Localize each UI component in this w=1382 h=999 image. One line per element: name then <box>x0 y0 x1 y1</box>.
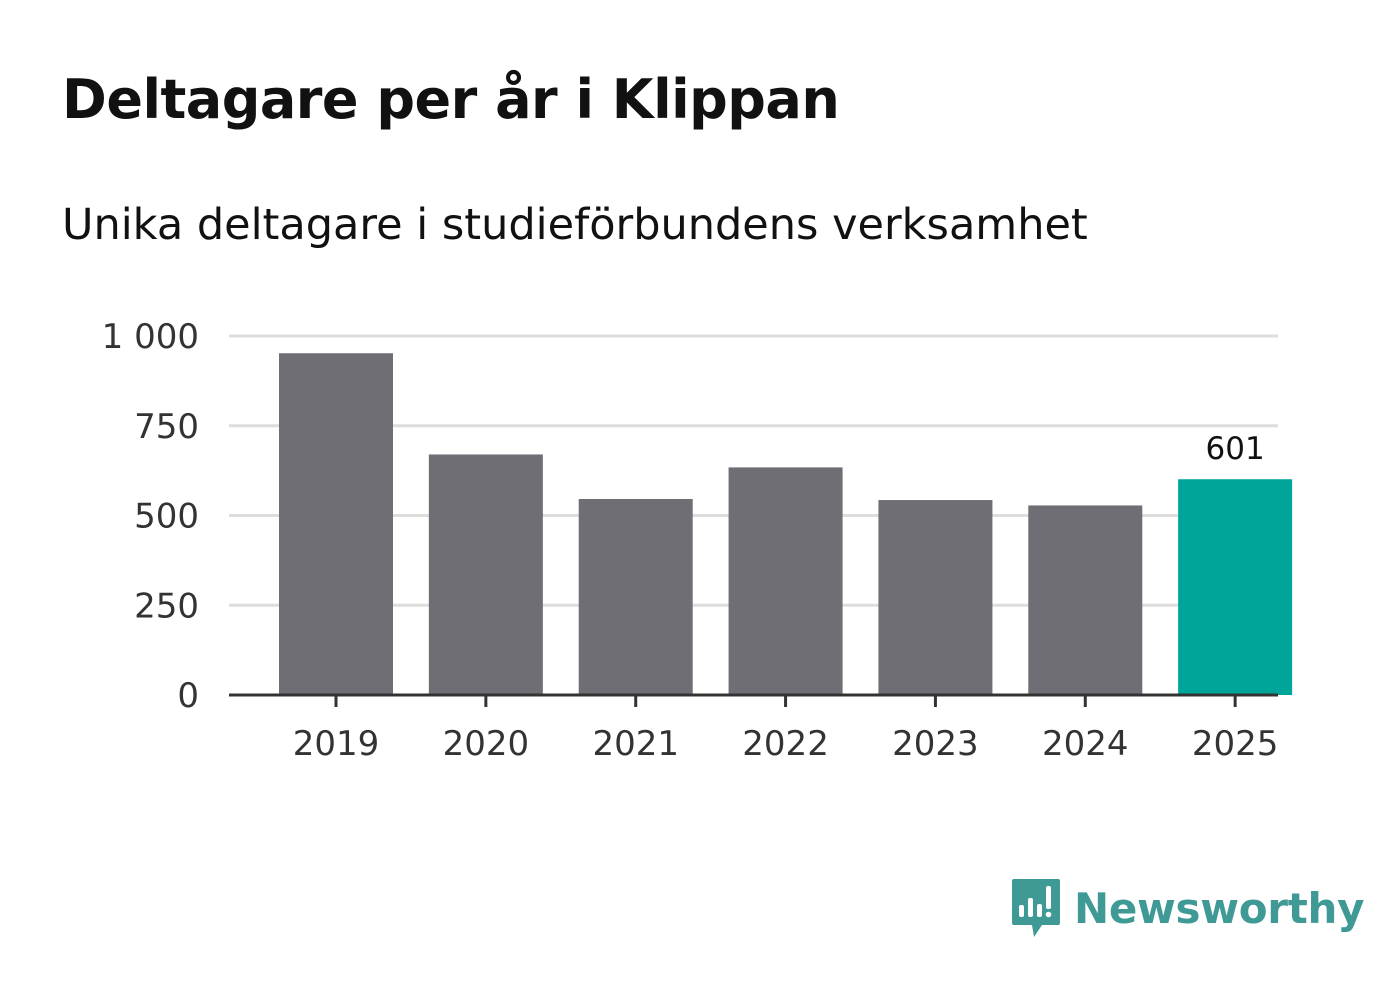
chart-subtitle: Unika deltagare i studieförbundens verks… <box>62 200 1088 250</box>
bars <box>279 353 1293 695</box>
bar-2022 <box>728 467 843 695</box>
bar-2025 <box>1178 479 1293 695</box>
bar-2024 <box>1028 505 1143 695</box>
bar-2020 <box>428 454 543 695</box>
x-tick-label: 2024 <box>1042 724 1129 764</box>
x-tick-label: 2019 <box>293 724 380 764</box>
x-tick-label: 2025 <box>1192 724 1279 764</box>
x-tick-label: 2022 <box>742 724 829 764</box>
y-tick-label: 750 <box>134 407 199 447</box>
y-tick-label: 500 <box>134 497 199 537</box>
data-label-2025: 601 <box>1206 431 1265 467</box>
x-axis <box>229 693 1278 707</box>
newsworthy-chart-icon <box>1012 879 1060 937</box>
bar-2021 <box>578 498 693 695</box>
y-tick-label: 0 <box>177 676 199 716</box>
y-tick-label: 250 <box>134 586 199 626</box>
newsworthy-logo: Newsworthy <box>1010 876 1364 940</box>
x-tick-label: 2023 <box>892 724 979 764</box>
newsworthy-wordmark: Newsworthy <box>1074 883 1365 933</box>
bar-2019 <box>279 353 393 695</box>
y-tick-label: 1 000 <box>102 317 199 357</box>
labels: 0 250 500 750 1 000 2019 2020 2021 2022 2023 2024 2… <box>102 317 1279 764</box>
x-tick-label: 2020 <box>443 724 530 764</box>
chart-title: Deltagare per år i Klippan <box>62 68 840 131</box>
x-tick-label: 2021 <box>592 724 679 764</box>
bar-2023 <box>878 500 993 695</box>
bar-chart: 0 250 500 750 1 000 2019 2020 2021 2022 2023 2024 2… <box>102 317 1293 764</box>
